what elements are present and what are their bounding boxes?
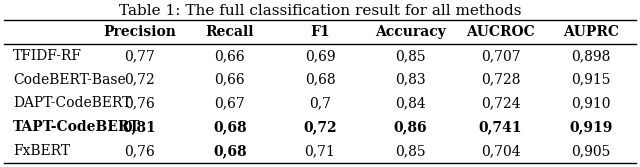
Title: Table 1: The full classification result for all methods: Table 1: The full classification result …: [119, 4, 521, 18]
